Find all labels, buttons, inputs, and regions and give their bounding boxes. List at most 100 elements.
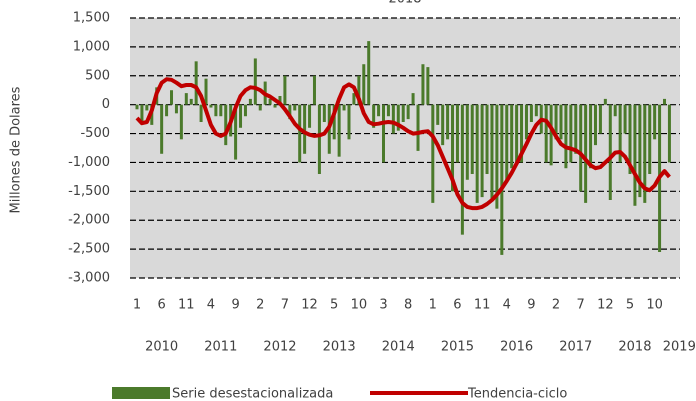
bar: [322, 104, 326, 122]
bar: [638, 104, 642, 198]
bar: [253, 58, 257, 105]
bar: [160, 104, 164, 154]
bar: [564, 104, 568, 169]
x-tick-label: 4: [207, 298, 215, 313]
bar: [446, 104, 450, 140]
year-label: 2010: [145, 340, 178, 355]
plot-area: [130, 18, 680, 278]
bar: [391, 104, 395, 134]
bar: [382, 104, 385, 163]
bar: [278, 96, 282, 105]
bar: [613, 104, 617, 117]
year-label: 2016: [500, 340, 533, 355]
year-label: 2014: [382, 340, 415, 355]
x-tick-label: 6: [453, 298, 461, 313]
bar: [386, 104, 390, 117]
bar: [667, 104, 671, 163]
bar: [549, 104, 553, 166]
bar: [529, 104, 533, 122]
bar: [337, 104, 341, 157]
bar: [209, 104, 213, 108]
bar: [653, 104, 657, 140]
bar: [135, 104, 139, 110]
x-tick-label: 8: [404, 298, 412, 313]
bar: [401, 104, 405, 122]
year-label: 2018: [618, 340, 651, 355]
year-label: 2012: [263, 340, 296, 355]
legend-swatch: [112, 387, 170, 399]
bar: [579, 104, 583, 192]
bar: [293, 104, 297, 111]
bar: [465, 104, 469, 180]
bar: [165, 104, 169, 117]
bar: [312, 75, 316, 105]
x-tick-label: 1: [133, 298, 141, 313]
bar: [524, 104, 528, 140]
y-tick-label: 1,000: [73, 39, 110, 54]
bar: [520, 104, 524, 163]
bar: [574, 104, 578, 154]
x-tick-label: 5: [330, 298, 338, 313]
y-tick-label: -1,000: [68, 155, 110, 170]
bar: [170, 90, 174, 105]
bar: [347, 104, 351, 140]
bar: [584, 104, 588, 203]
y-tick-label: -1,500: [68, 184, 110, 199]
bar: [273, 104, 277, 108]
bar: [248, 98, 252, 105]
bar: [451, 104, 455, 192]
x-tick-label: 12: [301, 298, 318, 313]
x-tick-label: 9: [527, 298, 535, 313]
x-tick-label: 7: [281, 298, 289, 313]
x-tick-label: 12: [597, 298, 614, 313]
bar: [490, 104, 494, 200]
bar: [663, 98, 667, 105]
x-tick-label: 9: [231, 298, 239, 313]
bar: [174, 104, 178, 114]
bar: [436, 104, 440, 125]
bar: [258, 104, 262, 111]
bar: [598, 104, 602, 134]
bar: [500, 104, 504, 255]
bar: [618, 104, 622, 163]
bar: [554, 104, 558, 140]
legend-label: Tendencia-ciclo: [467, 387, 567, 401]
bar: [505, 104, 509, 180]
bar: [303, 104, 307, 154]
bar: [510, 104, 514, 169]
bar: [234, 104, 238, 160]
year-label: 2011: [204, 340, 237, 355]
x-tick-label: 5: [626, 298, 634, 313]
chart-title: 2018: [388, 0, 421, 7]
year-label: 2013: [323, 340, 356, 355]
bar: [623, 104, 627, 134]
bar: [406, 104, 410, 120]
bar: [485, 104, 489, 174]
x-tick-label: 1: [429, 298, 437, 313]
bar: [603, 98, 607, 105]
bar: [421, 64, 425, 105]
bar: [332, 104, 336, 140]
bar: [569, 104, 573, 163]
bar: [628, 104, 632, 174]
bar: [189, 98, 193, 105]
bar: [441, 104, 445, 146]
trend-line: [135, 77, 671, 211]
bar: [559, 104, 563, 140]
year-label: 2019: [663, 340, 696, 355]
bar: [288, 104, 292, 120]
bar: [283, 75, 287, 105]
bar: [648, 104, 652, 174]
x-tick-label: 2: [552, 298, 560, 313]
bar: [268, 98, 272, 105]
bar: [411, 93, 415, 105]
bar: [544, 104, 548, 163]
bar: [593, 104, 597, 146]
bar: [352, 93, 356, 105]
bar: [357, 75, 361, 105]
x-tick-label: 3: [379, 298, 387, 313]
bar: [367, 41, 371, 105]
y-tick-label: 0: [102, 97, 110, 112]
bar: [470, 104, 474, 174]
bar: [194, 61, 198, 105]
